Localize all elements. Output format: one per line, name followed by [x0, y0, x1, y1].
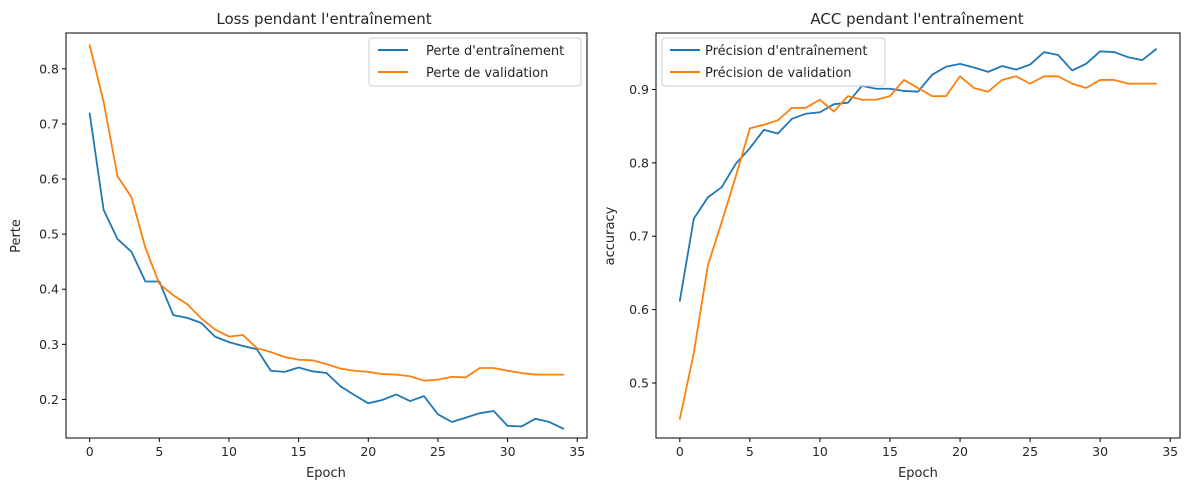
- loss-chart-frame: [65, 32, 588, 439]
- accuracy-xtick-label: 35: [1162, 444, 1178, 459]
- accuracy-xtick-label: 10: [812, 444, 828, 459]
- loss-ytick-label: 0.4: [39, 282, 59, 297]
- accuracy-series-line-train: [678, 48, 1158, 302]
- accuracy-legend-box: [661, 37, 886, 87]
- loss-xtick-label: 0: [86, 444, 94, 459]
- loss-xtick-label: 5: [155, 444, 163, 459]
- accuracy-chart-ylabel: accuracy: [603, 206, 618, 265]
- loss-xtick-label: 30: [500, 444, 516, 459]
- accuracy-ytick-label: 0.8: [629, 155, 649, 170]
- accuracy-chart-ticks: 0 5 10 15 20 25 30 35 0.5 0.6 0.7 0.8 0.9: [629, 82, 1178, 459]
- accuracy-ytick-label: 0.7: [629, 229, 649, 244]
- accuracy-chart-lines: [678, 48, 1158, 420]
- accuracy-xtick-label: 20: [952, 444, 968, 459]
- accuracy-xtick-label: 30: [1092, 444, 1108, 459]
- loss-series-line-val: [88, 44, 565, 382]
- loss-chart-ylabel: Perte: [9, 219, 24, 253]
- loss-xtick-label: 25: [430, 444, 446, 459]
- loss-legend-label-train: Perte d'entraînement: [426, 44, 564, 59]
- loss-chart-xlabel: Epoch: [306, 466, 346, 481]
- accuracy-chart-legend: Précision d'entraînement Précision de va…: [661, 37, 886, 87]
- loss-series-line-train: [88, 112, 565, 430]
- accuracy-chart: ACC pendant l'entraînement 0 5 10 15 20 25 30 3…: [603, 10, 1181, 481]
- accuracy-ytick-label: 0.9: [629, 82, 649, 97]
- accuracy-legend-label-val: Précision de validation: [705, 66, 852, 81]
- accuracy-ytick-label: 0.6: [629, 302, 649, 317]
- loss-xtick-label: 15: [291, 444, 307, 459]
- accuracy-ytick-label: 0.5: [629, 375, 649, 390]
- loss-chart-lines: [88, 44, 565, 430]
- loss-xtick-label: 35: [569, 444, 585, 459]
- loss-chart-title: Loss pendant l'entraînement: [216, 10, 431, 28]
- loss-xtick-label: 10: [221, 444, 237, 459]
- accuracy-xtick-label: 25: [1022, 444, 1038, 459]
- loss-ytick-label: 0.5: [39, 227, 59, 242]
- loss-legend-box: [368, 37, 582, 87]
- loss-legend-label-val: Perte de validation: [426, 66, 548, 81]
- accuracy-xtick-label: 15: [882, 444, 898, 459]
- loss-chart-legend: Perte d'entraînement Perte de validation: [368, 37, 582, 87]
- loss-ytick-label: 0.7: [39, 116, 59, 131]
- loss-chart: Loss pendant l'entraînement 0 5 10 15 20 25 30…: [9, 10, 588, 481]
- accuracy-chart-frame: [655, 32, 1181, 439]
- loss-ytick-label: 0.3: [39, 337, 59, 352]
- accuracy-chart-title: ACC pendant l'entraînement: [810, 10, 1023, 28]
- loss-xtick-label: 20: [360, 444, 376, 459]
- loss-ytick-label: 0.2: [39, 392, 59, 407]
- accuracy-series-line-val: [678, 75, 1158, 420]
- accuracy-legend-label-train: Précision d'entraînement: [705, 44, 867, 59]
- accuracy-xtick-label: 5: [746, 444, 754, 459]
- accuracy-chart-xlabel: Epoch: [898, 466, 938, 481]
- loss-ytick-label: 0.6: [39, 172, 59, 187]
- loss-chart-ticks: 0 5 10 15 20 25 30 35 0.2 0.3 0.4 0.5 0.6 0.7 0.8: [39, 61, 585, 459]
- loss-ytick-label: 0.8: [39, 61, 59, 76]
- accuracy-xtick-label: 0: [676, 444, 684, 459]
